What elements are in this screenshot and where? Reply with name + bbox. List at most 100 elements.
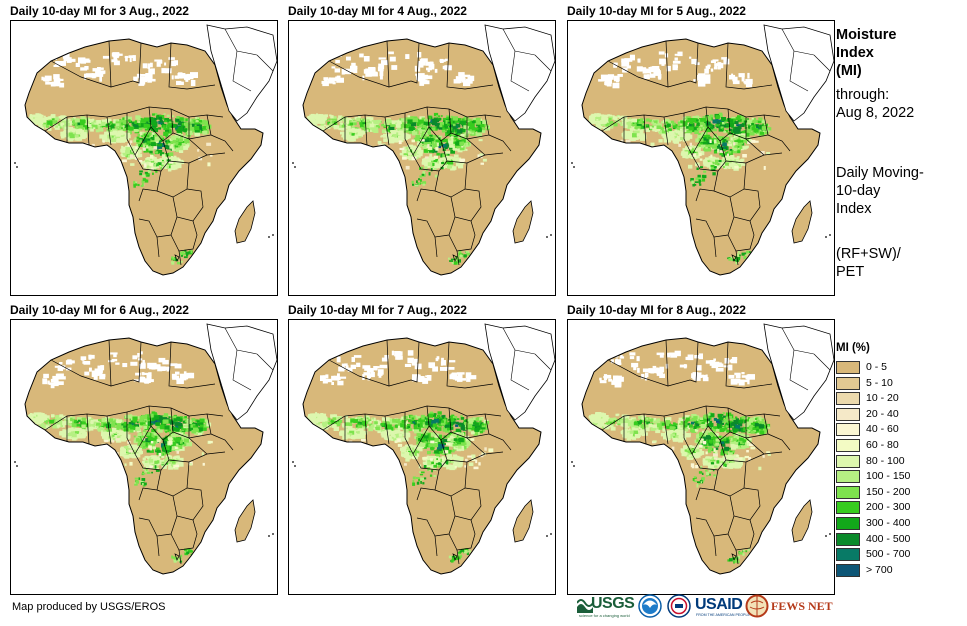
madagascar (512, 499, 534, 543)
moisture-index-raster (27, 351, 213, 563)
island (272, 234, 274, 236)
fews-net-logo: FEWS NET (745, 594, 833, 620)
legend-swatch (836, 470, 860, 484)
legend-item: 100 - 150 (836, 469, 956, 484)
panel-title: Daily 10-day MI for 5 Aug., 2022 (567, 4, 746, 18)
island (550, 234, 552, 236)
island (268, 535, 270, 537)
africa-landmass (25, 338, 263, 574)
legend-label: 100 - 150 (866, 470, 911, 483)
madagascar (791, 200, 813, 244)
middle-east-border (232, 349, 252, 391)
island (294, 465, 296, 467)
middle-east-border (510, 50, 530, 92)
legend-swatch (836, 532, 860, 546)
legend-swatch (836, 563, 860, 577)
middle-east-border (510, 349, 530, 391)
panel-title: Daily 10-day MI for 8 Aug., 2022 (567, 303, 746, 317)
legend-label: 300 - 400 (866, 517, 911, 529)
coastline (302, 38, 542, 276)
island (550, 533, 552, 535)
middle-east-border (232, 50, 252, 92)
country-borders (601, 40, 791, 266)
island (16, 465, 18, 467)
middle-east-border (789, 50, 809, 92)
moisture-index-raster (588, 350, 771, 564)
middle-east-border (256, 353, 274, 371)
usaid-tagline: FROM THE AMERICAN PEOPLE (696, 613, 750, 617)
description-line: Daily Moving- (836, 165, 924, 181)
legend-item: 150 - 200 (836, 485, 956, 500)
island (294, 166, 296, 168)
index-formula: (RF+SW)/ PET (836, 245, 926, 281)
legend-item: 200 - 300 (836, 500, 956, 515)
middle-east-border (534, 353, 552, 371)
usgs-logo: USGS science for a changing world (577, 594, 635, 620)
coastline (24, 337, 264, 575)
legend-label: 5 - 10 (866, 376, 893, 389)
legend-item: 500 - 700 (836, 547, 956, 562)
map-frame (567, 20, 835, 296)
madagascar (234, 499, 256, 543)
title-line: Moisture (836, 27, 897, 43)
africa-moisture-map (292, 24, 555, 276)
legend-swatch (836, 501, 860, 515)
legend-swatch (836, 548, 860, 562)
africa-moisture-map (14, 323, 277, 575)
legend-item: 60 - 80 (836, 438, 956, 453)
partner-logos: USGS science for a changing world USAID … (577, 594, 833, 620)
legend-swatch (836, 361, 860, 374)
formula-line: (RF+SW)/ (836, 246, 901, 262)
legend-swatch (836, 485, 860, 499)
island (16, 166, 18, 168)
legend-label: > 700 (866, 563, 893, 576)
africa-moisture-map (571, 323, 834, 575)
legend-title: MI (%) (836, 342, 870, 354)
legend-item: 300 - 400 (836, 516, 956, 531)
through-label: through: (836, 87, 890, 103)
middle-east-border (813, 353, 831, 371)
map-panel-aug6: Daily 10-day MI for 6 Aug., 2022 (10, 303, 278, 595)
description-line: 10-day (836, 183, 881, 199)
legend-item: 5 - 10 (836, 376, 956, 391)
map-frame (567, 319, 835, 595)
africa-landmass (582, 338, 820, 574)
legend-label: 0 - 5 (866, 361, 888, 373)
africa-landmass (303, 39, 541, 275)
coastline (24, 38, 264, 276)
island (571, 461, 573, 463)
usaid-logo: USAID FROM THE AMERICAN PEOPLE (695, 594, 750, 620)
map-panel-aug5: Daily 10-day MI for 5 Aug., 2022 (567, 4, 835, 296)
legend-label: 20 - 40 (866, 407, 899, 420)
island (272, 533, 274, 535)
title-line: Index (836, 45, 874, 61)
africa-landmass (25, 39, 263, 275)
africa-moisture-map (14, 24, 277, 276)
arabian-peninsula (484, 323, 555, 421)
arabian-peninsula (763, 24, 834, 122)
country-borders (322, 339, 512, 565)
map-credit: Map produced by USGS/EROS (12, 601, 166, 613)
island (268, 236, 270, 238)
arabian-peninsula (484, 24, 555, 122)
middle-east-border (534, 54, 552, 72)
coastline (302, 337, 542, 575)
middle-east-border (789, 349, 809, 391)
island (573, 465, 575, 467)
arabian-peninsula (206, 323, 277, 421)
panel-title: Daily 10-day MI for 7 Aug., 2022 (288, 303, 467, 317)
island (546, 236, 548, 238)
usgs-wordmark: USGS (591, 595, 635, 612)
map-frame (288, 319, 556, 595)
legend-item: 0 - 5 (836, 360, 956, 375)
moisture-index-raster (307, 51, 490, 265)
island (546, 535, 548, 537)
map-panel-aug7: Daily 10-day MI for 7 Aug., 2022 (288, 303, 556, 595)
madagascar (234, 200, 256, 244)
arabian-peninsula (763, 323, 834, 421)
map-frame (10, 319, 278, 595)
noaa-logo (638, 594, 664, 620)
index-description: Daily Moving- 10-day Index (836, 164, 946, 218)
map-panel-aug3: Daily 10-day MI for 3 Aug., 2022 (10, 4, 278, 296)
legend-swatch (836, 407, 860, 421)
